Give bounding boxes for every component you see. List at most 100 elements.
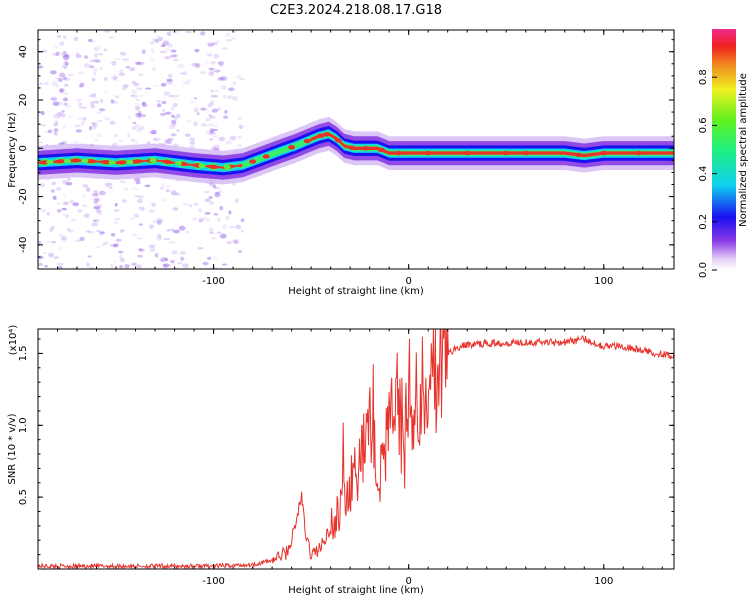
spectrogram-noise-cell (162, 40, 169, 46)
spectrogram-noise-cell (110, 99, 114, 104)
spectrogram-noise-cell (208, 115, 216, 119)
spectrogram-noise-cell (229, 226, 235, 229)
spectrogram-noise-cell (208, 114, 212, 117)
spectrogram-noise-cell (224, 215, 230, 221)
spectrogram-noise-cell (171, 250, 178, 255)
spectrogram-noise-cell (38, 260, 41, 263)
spectrogram-noise-cell (204, 61, 209, 64)
spectrogram-noise-cell (156, 235, 163, 241)
spectrogram-noise-cell (150, 129, 157, 135)
spectrogram-peak (262, 154, 270, 159)
spectrogram-noise-cell (78, 85, 82, 89)
spectrogram-noise-cell (83, 213, 90, 218)
spectrogram-noise-cell (194, 97, 198, 100)
spectrogram-noise-cell (169, 228, 175, 232)
spectrogram-noise-cell (138, 206, 145, 211)
spectrogram-noise-cell (66, 228, 71, 232)
spectrogram-noise-cell (77, 71, 84, 75)
spectrogram-noise-cell (178, 225, 186, 231)
spectrogram-noise-cell (209, 226, 214, 231)
spectrogram-noise-cell (158, 37, 164, 42)
spectrogram-noise-cell (240, 218, 245, 223)
spectrogram-noise-cell (177, 262, 183, 265)
spectrogram-noise-cell (119, 51, 127, 56)
spectrogram-noise-cell (87, 39, 93, 42)
spectrogram-noise-cell (228, 210, 232, 215)
spectrogram-noise-cell (114, 202, 118, 207)
spectrogram-noise-cell (64, 54, 70, 57)
spectrogram-noise-cell (136, 254, 144, 258)
spectrogram-noise-cell (119, 229, 124, 234)
spectrogram-noise-cell (212, 95, 219, 98)
spectrogram-noise-cell (213, 256, 218, 261)
spectrogram-noise-cell (182, 81, 190, 85)
spectrogram-noise-cell (154, 137, 161, 142)
spectrogram-noise-cell (64, 60, 68, 66)
spectrogram-noise-cell (94, 52, 98, 58)
spectrogram-noise-cell (210, 100, 215, 105)
spectrogram-noise-cell (125, 65, 131, 69)
spectrogram-noise-cell (160, 112, 166, 116)
spectrogram-noise-cell (89, 65, 95, 69)
spectrogram-noise-cell (170, 123, 177, 127)
spectrogram-noise-cell (138, 110, 142, 116)
spectrogram-peak (522, 150, 530, 156)
spectrogram-noise-cell (170, 106, 176, 111)
colorbar-ticks: 0.0 0.2 0.4 0.6 0.8 (698, 69, 717, 278)
spectrogram-noise-cell (232, 81, 236, 85)
spectrogram-y-tick-label: -20 (18, 188, 29, 204)
spectrogram-noise-cell (167, 73, 173, 78)
spectrogram-noise-cell (131, 262, 138, 266)
spectrogram-noise-cell (210, 146, 218, 151)
spectrogram-noise-cell (40, 110, 45, 116)
spectrogram-noise-cell (167, 138, 174, 141)
spectrogram-noise-cell (133, 82, 140, 87)
spectrogram-peak (348, 145, 356, 151)
spectrogram-noise-cell (203, 190, 211, 194)
spectrogram-noise-cell (87, 255, 92, 258)
spectrogram-noise-cell (212, 184, 217, 189)
spectrogram-noise-cell (64, 83, 68, 86)
spectrogram-noise-cell (238, 135, 242, 139)
spectrogram-noise-cell (236, 143, 243, 148)
spectrogram-noise-cell (135, 112, 142, 118)
spectrogram-noise-cell (216, 107, 222, 112)
spectrogram-peak (63, 158, 71, 164)
spectrogram-noise-cell (103, 48, 108, 52)
spectrogram-peak (377, 147, 385, 153)
spectrogram-noise-cell (87, 230, 95, 234)
spectrogram-noise-cell (220, 85, 227, 90)
spectrogram-noise-cell (52, 196, 57, 200)
spectrogram-noise-cell (58, 233, 64, 238)
spectrogram-noise-cell (162, 263, 170, 268)
spectrogram-noise-cell (180, 256, 185, 261)
spectrogram-noise-cell (121, 229, 125, 232)
spectrogram-noise-cell (157, 35, 161, 39)
spectrogram-noise-cell (206, 110, 210, 113)
spectrogram-noise-cell (164, 55, 172, 60)
spectrogram-noise-cell (85, 230, 91, 233)
spectrogram-noise-cell (208, 201, 215, 205)
spectrogram-noise-cell (63, 35, 67, 39)
spectrogram-noise-cell (93, 59, 101, 63)
spectrogram-peak (635, 150, 643, 156)
spectrogram-noise-cell (138, 94, 144, 98)
spectrogram-noise-cell (75, 52, 80, 57)
spectrogram-noise-cell (163, 237, 171, 241)
spectrogram-noise-cell (188, 204, 193, 208)
colorbar-label: Normalized spectral amplitude (738, 73, 749, 227)
spectrogram-noise-cell (216, 231, 222, 234)
spectrogram-noise-cell (218, 136, 226, 142)
spectrogram-noise-cell (92, 68, 98, 73)
spectrogram-noise-cell (56, 111, 62, 117)
spectrogram-noise-cell (193, 203, 199, 206)
spectrogram-noise-cell (171, 114, 175, 118)
spectrogram-noise-cell (74, 124, 81, 128)
spectrogram-noise-cell (211, 237, 217, 240)
colorbar-tick-label: 0.0 (698, 262, 709, 278)
spectrogram-noise-cell (55, 51, 60, 57)
spectrogram-y-tick-label: 40 (18, 45, 29, 58)
spectrogram-peak (288, 145, 296, 150)
spectrogram-noise-cell (136, 264, 142, 269)
